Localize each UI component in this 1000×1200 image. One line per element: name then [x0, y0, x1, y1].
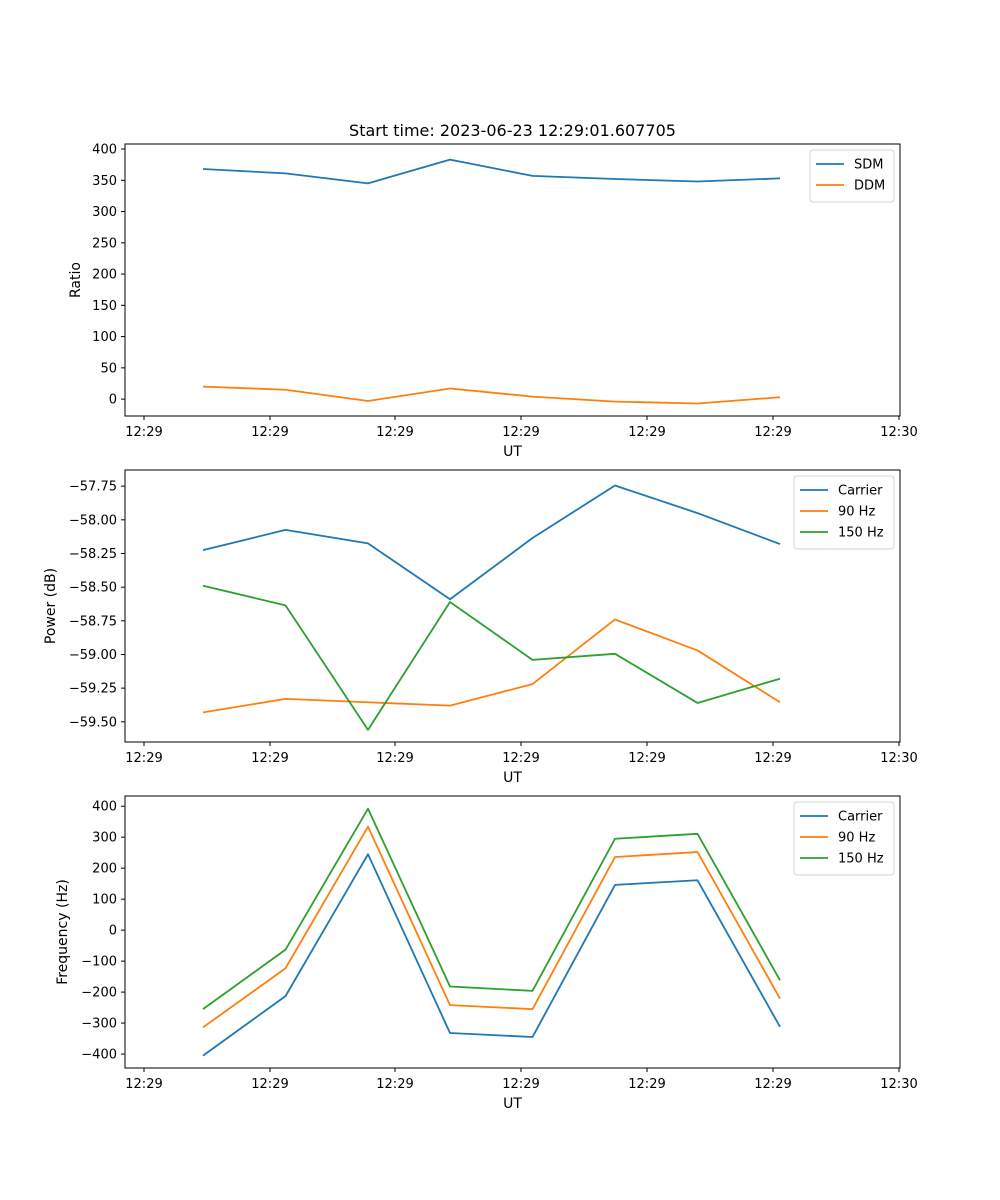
y-tick-label: 200	[92, 268, 117, 283]
x-tick-label: 12:30	[880, 1077, 917, 1092]
x-axis-label: UT	[503, 770, 522, 786]
legend-label: 150 Hz	[838, 526, 884, 541]
series-line-90-hz	[202, 618, 781, 714]
plot-frame	[124, 143, 901, 417]
series-line-sdm	[202, 158, 781, 185]
x-tick-label: 12:29	[125, 425, 162, 440]
y-tick-label: −59.50	[69, 715, 117, 730]
series-line-90-hz	[202, 825, 781, 1029]
y-tick-label: −58.25	[69, 547, 117, 562]
legend-label: 150 Hz	[838, 852, 884, 867]
x-tick-label: 12:29	[502, 1077, 539, 1092]
x-tick-label: 12:29	[251, 751, 288, 766]
y-tick-label: 350	[92, 174, 117, 189]
series-line-150-hz	[202, 807, 781, 1010]
plot-frame	[124, 469, 901, 743]
legend-box	[809, 149, 895, 203]
y-tick-label: −58.75	[69, 614, 117, 629]
y-tick-label: 0	[109, 393, 117, 408]
chart-panel-1: 12:29 12:29 12:29 12:29 12:29 12:29 12:30 0 50 10…	[68, 143, 918, 460]
y-tick-label: −59.00	[69, 648, 117, 663]
x-tick-label: 12:29	[754, 1077, 791, 1092]
x-tick-label: 12:29	[502, 751, 539, 766]
y-tick-label: 100	[92, 330, 117, 345]
series-line-150-hz	[202, 584, 781, 731]
panels: 12:29 12:29 12:29 12:29 12:29 12:29 12:30 0 50 10…	[43, 143, 918, 1112]
x-tick-label: 12:30	[880, 751, 917, 766]
y-axis-label: Power (dB)	[43, 568, 59, 644]
y-tick-label: −57.75	[69, 480, 117, 495]
series-line-ddm	[202, 385, 781, 405]
x-tick-label: 12:29	[502, 425, 539, 440]
x-tick-label: 12:29	[376, 1077, 413, 1092]
y-tick-label: 0	[109, 924, 117, 939]
y-tick-label: 200	[92, 862, 117, 877]
x-tick-label: 12:29	[251, 1077, 288, 1092]
x-tick-label: 12:29	[754, 751, 791, 766]
legend-label: 90 Hz	[838, 831, 875, 846]
y-tick-label: 300	[92, 831, 117, 846]
y-tick-label: 250	[92, 236, 117, 251]
series-line-carrier	[202, 853, 781, 1057]
x-tick-label: 12:29	[628, 751, 665, 766]
x-axis-label: UT	[503, 444, 522, 460]
x-tick-label: 12:29	[125, 751, 162, 766]
y-tick-label: 50	[100, 361, 117, 376]
y-tick-label: −59.25	[69, 682, 117, 697]
chart-panel-3: 12:29 12:29 12:29 12:29 12:29 12:29 12:30 −400 −…	[55, 795, 918, 1112]
x-tick-label: 12:29	[628, 1077, 665, 1092]
y-tick-label: 300	[92, 205, 117, 220]
legend-label: Carrier	[838, 810, 883, 825]
y-tick-label: 100	[92, 893, 117, 908]
x-tick-label: 12:30	[880, 425, 917, 440]
legend-box	[793, 475, 895, 550]
legend-label: DDM	[854, 179, 885, 194]
y-tick-label: −200	[81, 986, 117, 1001]
x-tick-label: 12:29	[628, 425, 665, 440]
chart-panel-2: 12:29 12:29 12:29 12:29 12:29 12:29 12:30 −59.5…	[43, 469, 918, 786]
figure-title: Start time: 2023-06-23 12:29:01.607705	[349, 121, 676, 140]
x-tick-label: 12:29	[251, 425, 288, 440]
x-tick-label: 12:29	[754, 425, 791, 440]
y-axis-label: Ratio	[68, 262, 84, 298]
x-tick-label: 12:29	[125, 1077, 162, 1092]
y-tick-label: 400	[92, 143, 117, 158]
legend-label: SDM	[854, 158, 883, 173]
y-axis-label: Frequency (Hz)	[55, 879, 71, 985]
x-axis-label: UT	[503, 1096, 522, 1112]
series-line-carrier	[202, 484, 781, 601]
plot-frame	[124, 795, 901, 1069]
y-tick-label: 400	[92, 800, 117, 815]
x-tick-label: 12:29	[376, 425, 413, 440]
legend-box	[793, 801, 895, 876]
x-tick-label: 12:29	[376, 751, 413, 766]
y-tick-label: −400	[81, 1048, 117, 1063]
legend-label: 90 Hz	[838, 505, 875, 520]
legend-label: Carrier	[838, 484, 883, 499]
y-tick-label: −58.50	[69, 581, 117, 596]
y-tick-label: −300	[81, 1017, 117, 1032]
y-tick-label: −100	[81, 955, 117, 970]
y-tick-label: 150	[92, 299, 117, 314]
y-tick-label: −58.00	[69, 513, 117, 528]
